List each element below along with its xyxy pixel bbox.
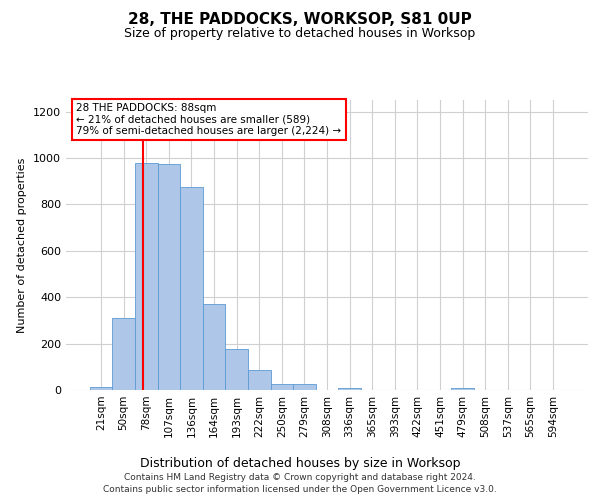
Bar — [451, 388, 474, 390]
Text: 28, THE PADDOCKS, WORKSOP, S81 0UP: 28, THE PADDOCKS, WORKSOP, S81 0UP — [128, 12, 472, 28]
Bar — [112, 318, 135, 390]
Text: Contains public sector information licensed under the Open Government Licence v3: Contains public sector information licen… — [103, 485, 497, 494]
Bar — [271, 384, 293, 390]
Bar — [90, 387, 112, 390]
Bar — [203, 304, 226, 390]
Bar — [338, 388, 361, 390]
Bar — [293, 384, 316, 390]
Bar — [135, 162, 158, 390]
Bar — [226, 350, 248, 390]
Text: Contains HM Land Registry data © Crown copyright and database right 2024.: Contains HM Land Registry data © Crown c… — [124, 472, 476, 482]
Text: Distribution of detached houses by size in Worksop: Distribution of detached houses by size … — [140, 458, 460, 470]
Bar — [248, 370, 271, 390]
Bar — [158, 164, 180, 390]
Bar — [180, 187, 203, 390]
Text: 28 THE PADDOCKS: 88sqm
← 21% of detached houses are smaller (589)
79% of semi-de: 28 THE PADDOCKS: 88sqm ← 21% of detached… — [76, 103, 341, 136]
Y-axis label: Number of detached properties: Number of detached properties — [17, 158, 28, 332]
Text: Size of property relative to detached houses in Worksop: Size of property relative to detached ho… — [124, 28, 476, 40]
